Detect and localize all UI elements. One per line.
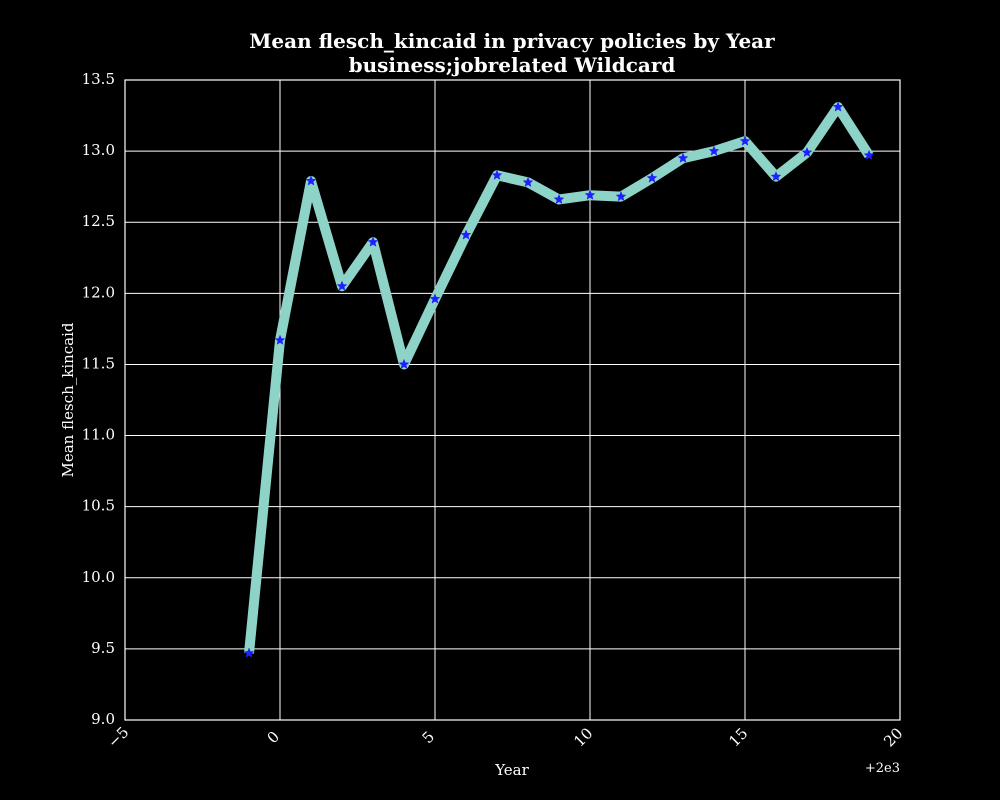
data-point-marker bbox=[615, 190, 627, 202]
x-axis-label: Year bbox=[494, 761, 529, 779]
data-point-marker bbox=[770, 171, 782, 182]
data-point-marker bbox=[336, 280, 348, 291]
x-offset-label: +2e3 bbox=[865, 761, 900, 776]
data-point-marker bbox=[522, 176, 534, 187]
data-point-marker bbox=[243, 647, 255, 658]
data-point-marker bbox=[708, 145, 720, 156]
y-tick-label: 12.0 bbox=[82, 283, 115, 301]
data-point-marker bbox=[398, 358, 410, 370]
y-tick-label: 13.5 bbox=[82, 70, 115, 88]
data-point-marker bbox=[646, 172, 658, 183]
y-tick-label: 12.5 bbox=[82, 212, 115, 230]
data-point-marker bbox=[832, 101, 844, 112]
data-point-marker bbox=[460, 229, 472, 240]
series-layer bbox=[243, 101, 875, 658]
y-tick-label: 10.5 bbox=[82, 497, 115, 515]
y-tick-label: 11.5 bbox=[82, 354, 115, 372]
data-point-marker bbox=[305, 175, 317, 186]
data-point-marker bbox=[801, 146, 813, 158]
axes-frame bbox=[124, 79, 901, 721]
y-tick-label: 13.0 bbox=[82, 141, 115, 159]
data-point-marker bbox=[491, 169, 503, 180]
y-tick-label: 10.0 bbox=[82, 568, 115, 586]
data-point-marker bbox=[553, 193, 565, 205]
data-point-marker bbox=[367, 236, 379, 247]
data-point-marker bbox=[584, 189, 596, 200]
chart-title: Mean flesch_kincaid in privacy policies … bbox=[249, 29, 775, 53]
chart-subtitle: business;jobrelated Wildcard bbox=[349, 53, 676, 77]
y-tick-label: 9.0 bbox=[91, 710, 115, 728]
data-point-marker bbox=[677, 152, 689, 163]
y-axis-label: Mean flesch_kincaid bbox=[59, 322, 77, 477]
y-tick-label: 11.0 bbox=[82, 426, 115, 444]
data-point-marker bbox=[274, 334, 286, 345]
data-point-marker bbox=[863, 149, 875, 160]
data-point-marker bbox=[739, 135, 751, 146]
y-tick-label: 9.5 bbox=[91, 639, 115, 657]
data-point-marker bbox=[429, 293, 441, 304]
y-tick-labels: 9.0 9.5 10.0 10.5 11.0 11.5 12.0 12.5 13.0 13.5 bbox=[82, 70, 115, 728]
